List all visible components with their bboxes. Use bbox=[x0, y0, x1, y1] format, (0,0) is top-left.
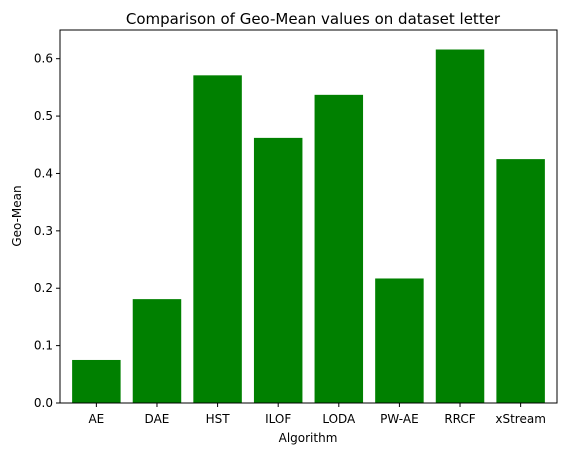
bar-dae bbox=[132, 299, 182, 403]
x-tick-label: AE bbox=[88, 412, 104, 426]
y-tick-label: 0.4 bbox=[34, 166, 53, 180]
bar-pw-ae bbox=[375, 278, 424, 403]
y-tick-label: 0.1 bbox=[34, 339, 53, 353]
y-axis-label: Geo-Mean bbox=[10, 185, 24, 246]
bar-ilof bbox=[253, 137, 303, 403]
y-tick-label: 0.3 bbox=[34, 224, 53, 238]
y-tick-label: 0.0 bbox=[34, 396, 53, 410]
bar-rrcf bbox=[435, 49, 485, 403]
x-tick-label: xStream bbox=[495, 412, 546, 426]
x-tick-label: PW-AE bbox=[380, 412, 418, 426]
chart-title: Comparison of Geo-Mean values on dataset… bbox=[126, 10, 501, 28]
y-tick-label: 0.6 bbox=[34, 52, 53, 66]
y-tick-label: 0.5 bbox=[34, 109, 53, 123]
x-tick-label: HST bbox=[206, 412, 231, 426]
x-tick-label: ILOF bbox=[265, 412, 291, 426]
y-tick-label: 0.2 bbox=[34, 281, 53, 295]
x-axis-ticks: AE DAE HST ILOF LODA PW-AE RRCF xStream bbox=[88, 403, 546, 426]
bar-hst bbox=[193, 75, 242, 403]
plot-frame bbox=[59, 29, 558, 404]
x-tick-label: LODA bbox=[322, 412, 356, 426]
x-axis-label: Algorithm bbox=[279, 431, 338, 445]
bar-xstream bbox=[496, 159, 545, 403]
bars-group bbox=[72, 49, 545, 403]
y-axis-ticks: 0.0 0.1 0.2 0.3 0.4 0.5 0.6 bbox=[34, 52, 60, 410]
bar-loda bbox=[314, 94, 364, 403]
x-tick-label: RRCF bbox=[444, 412, 475, 426]
bar-ae bbox=[72, 359, 121, 403]
x-tick-label: DAE bbox=[145, 412, 170, 426]
